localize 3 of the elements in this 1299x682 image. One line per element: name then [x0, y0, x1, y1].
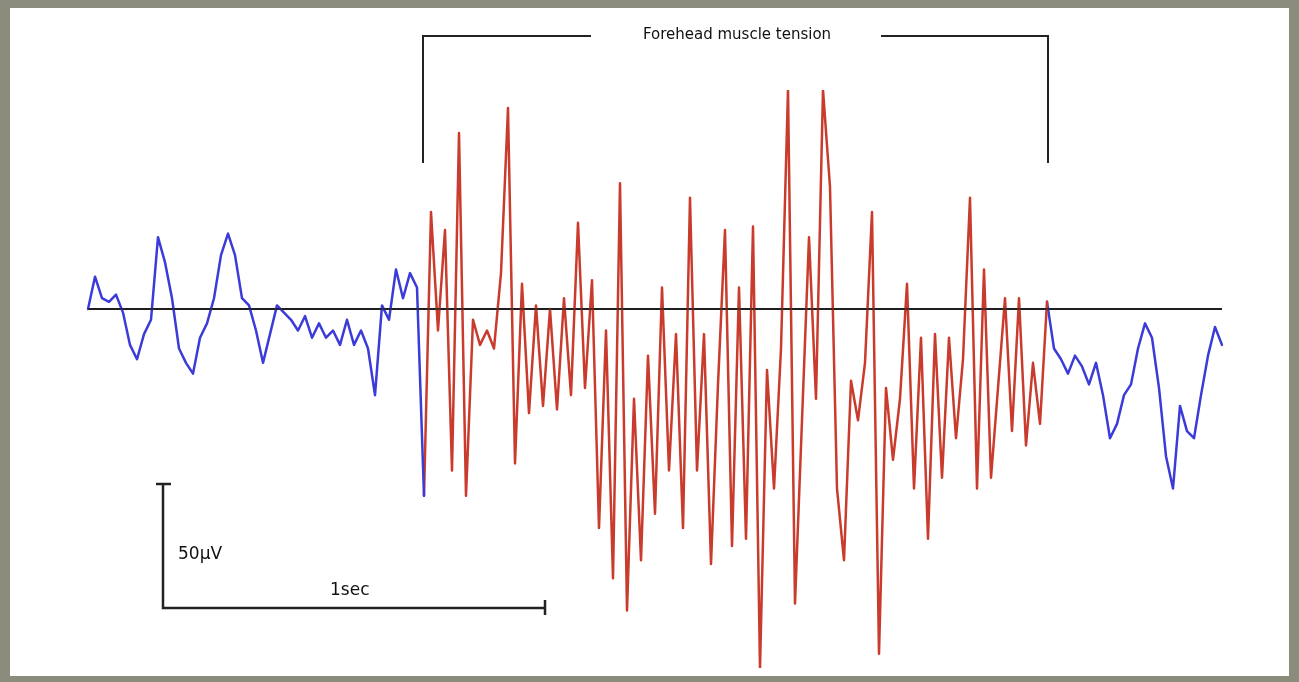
annotation: 1sec [330, 579, 370, 599]
text: Forehead muscle tension [641, 25, 833, 43]
annotation: 50µV [178, 543, 223, 563]
